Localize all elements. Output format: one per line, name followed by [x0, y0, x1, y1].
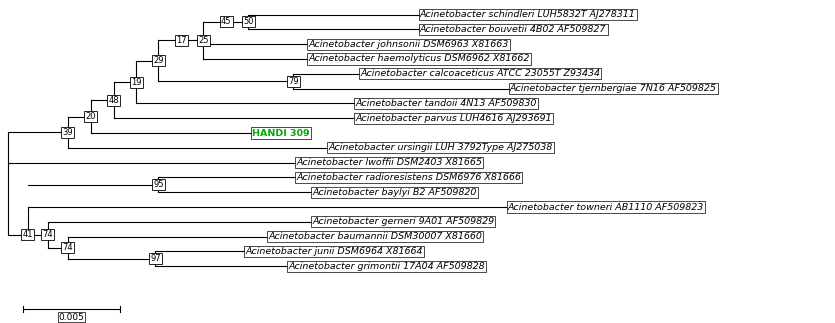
Text: Acinetobacter bouvetii 4B02 AF509827: Acinetobacter bouvetii 4B02 AF509827 [420, 25, 606, 34]
Text: 97: 97 [150, 254, 161, 263]
Text: Acinetobacter baumannii DSM30007 X81660: Acinetobacter baumannii DSM30007 X81660 [268, 232, 482, 241]
Text: Acinetobacter parvus LUH4616 AJ293691: Acinetobacter parvus LUH4616 AJ293691 [355, 114, 552, 123]
Text: 74: 74 [63, 243, 73, 252]
Text: Acinetobacter haemolyticus DSM6962 X81662: Acinetobacter haemolyticus DSM6962 X8166… [308, 55, 529, 64]
Text: Acinetobacter junii DSM6964 X81664: Acinetobacter junii DSM6964 X81664 [245, 247, 423, 256]
Text: 79: 79 [288, 77, 299, 86]
Text: Acinetobacter schindleri LUH5832T AJ278311: Acinetobacter schindleri LUH5832T AJ2783… [420, 10, 635, 19]
Text: Acinetobacter grimontii 17A04 AF509828: Acinetobacter grimontii 17A04 AF509828 [288, 262, 485, 271]
Text: Acinetobacter radioresistens DSM6976 X81666: Acinetobacter radioresistens DSM6976 X81… [296, 173, 521, 182]
Text: 45: 45 [221, 17, 231, 26]
Text: 39: 39 [63, 128, 73, 137]
Text: 0.005: 0.005 [58, 313, 84, 321]
Text: Acinetobacter baylyi B2 AF509820: Acinetobacter baylyi B2 AF509820 [312, 188, 477, 197]
Text: Acinetobacter tjernbergiae 7N16 AF509825: Acinetobacter tjernbergiae 7N16 AF509825 [510, 84, 716, 93]
Text: HANDI 309: HANDI 309 [252, 129, 310, 138]
Text: 74: 74 [43, 230, 53, 239]
Text: 41: 41 [23, 230, 33, 239]
Text: 50: 50 [243, 17, 254, 26]
Text: Acinetobacter towneri AB1110 AF509823: Acinetobacter towneri AB1110 AF509823 [508, 203, 704, 212]
Text: 29: 29 [153, 56, 164, 65]
Text: Acinetobacter calcoaceticus ATCC 23055T Z93434: Acinetobacter calcoaceticus ATCC 23055T … [360, 69, 600, 78]
Text: 95: 95 [153, 180, 164, 189]
Text: Acinetobacter lwoffii DSM2403 X81665: Acinetobacter lwoffii DSM2403 X81665 [296, 158, 482, 167]
Text: Acinetobacter ursingii LUH 3792Type AJ275038: Acinetobacter ursingii LUH 3792Type AJ27… [328, 143, 553, 152]
Text: 25: 25 [198, 36, 209, 45]
Text: 19: 19 [131, 78, 142, 87]
Text: 20: 20 [85, 112, 96, 121]
Text: Acinetobacter tandoii 4N13 AF509830: Acinetobacter tandoii 4N13 AF509830 [355, 99, 536, 108]
Text: 17: 17 [176, 36, 187, 45]
Text: 48: 48 [109, 96, 119, 105]
Text: Acinetobacter gerneri 9A01 AF509829: Acinetobacter gerneri 9A01 AF509829 [312, 217, 494, 226]
Text: Acinetobacter johnsonii DSM6963 X81663: Acinetobacter johnsonii DSM6963 X81663 [308, 40, 509, 49]
